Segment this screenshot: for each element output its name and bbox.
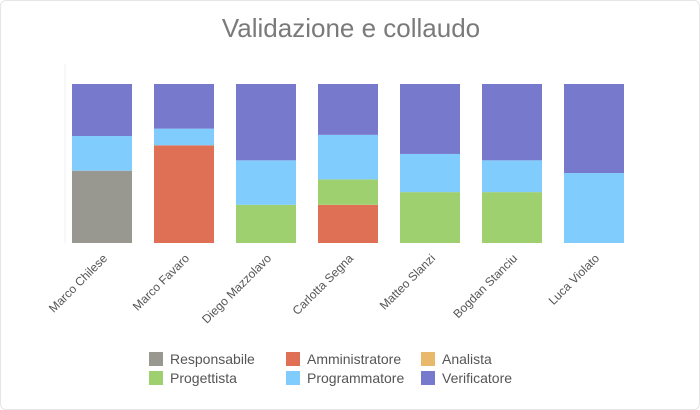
x-tick-label-0: Marco Chilese (46, 251, 110, 315)
legend-label: Programmatore (307, 370, 405, 386)
legend-swatch (149, 371, 163, 385)
legend-swatch (286, 352, 300, 366)
legend-item-programmatore[interactable]: Programmatore (286, 370, 421, 386)
bar-segment-programmatore-0 (72, 136, 132, 171)
chart-title: Validazione e collaudo (221, 13, 481, 43)
bar-segment-programmatore-5 (482, 160, 542, 193)
bar-segment-progettista-4 (400, 192, 460, 243)
bar-segment-verificatore-6 (564, 84, 624, 174)
legend-item-verificatore[interactable]: Verificatore (421, 370, 531, 386)
legend-label: Verificatore (442, 370, 513, 386)
x-tick-label-1: Marco Favaro (130, 251, 192, 313)
chart-plot: Marco Chilese Marco Favaro Diego Mazzolavo… (46, 64, 624, 326)
legend-swatch (421, 371, 435, 385)
bar-segment-programmatore-6 (564, 173, 624, 243)
legend-swatch (421, 352, 435, 366)
bar-segment-amministratore-3 (318, 204, 378, 243)
x-tick-label-6: Luca Violato (546, 251, 603, 308)
legend-item-amministratore[interactable]: Amministratore (286, 351, 421, 367)
legend-swatch (149, 352, 163, 366)
bar-segment-amministratore-1 (154, 145, 214, 243)
legend-item-responsabile[interactable]: Responsabile (149, 351, 286, 367)
bar-segment-verificatore-0 (72, 84, 132, 137)
bar-segment-responsabile-0 (72, 170, 132, 243)
bar-segment-programmatore-4 (400, 153, 460, 193)
x-tick-label-4: Matteo Slanzi (377, 251, 438, 312)
bar-segment-programmatore-1 (154, 128, 214, 146)
legend-label: Analista (442, 351, 492, 367)
bar-segment-verificatore-5 (482, 84, 542, 161)
bar-segment-verificatore-3 (318, 84, 378, 135)
bar-segment-verificatore-1 (154, 84, 214, 129)
legend-item-analista[interactable]: Analista (421, 351, 531, 367)
bar-segment-programmatore-3 (318, 134, 378, 180)
bar-segment-verificatore-2 (236, 84, 296, 161)
bar-segment-progettista-2 (236, 204, 296, 243)
bar-segment-verificatore-4 (400, 84, 460, 154)
legend-swatch (286, 371, 300, 385)
bar-segment-progettista-5 (482, 192, 542, 243)
bar-segment-progettista-3 (318, 179, 378, 205)
x-tick-label-5: Bogdan Stanciu (450, 251, 520, 321)
bar-segment-programmatore-2 (236, 160, 296, 205)
legend-label: Responsabile (170, 351, 255, 367)
chart-legend: Responsabile Amministratore Analista Proget… (149, 351, 531, 386)
legend-label: Progettista (170, 370, 237, 386)
legend-label: Amministratore (307, 351, 402, 367)
x-tick-label-2: Diego Mazzolavo (199, 251, 274, 326)
x-tick-label-3: Carlotta Segna (290, 251, 357, 318)
legend-item-progettista[interactable]: Progettista (149, 370, 286, 386)
